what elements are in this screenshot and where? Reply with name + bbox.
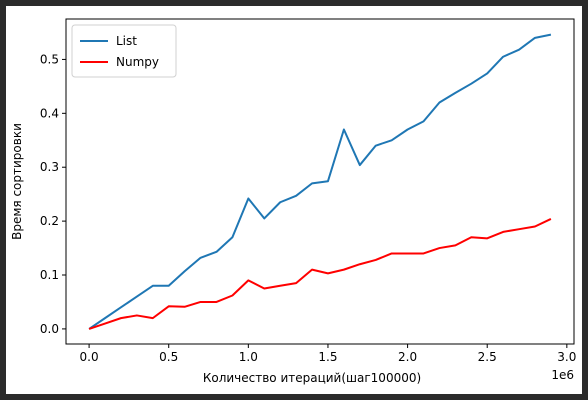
x-tick-label: 1.0 <box>239 350 258 364</box>
y-tick-label: 0.3 <box>40 160 59 174</box>
legend: List Numpy <box>71 24 177 78</box>
y-axis: 0.0 0.1 0.2 0.3 0.4 0.5 <box>40 52 66 336</box>
legend-box <box>71 24 177 78</box>
series-line-list <box>88 33 552 330</box>
x-tick-label: 3.0 <box>557 350 576 364</box>
plot-content <box>88 33 552 330</box>
x-tick-label: 0.5 <box>159 350 178 364</box>
x-tick-label: 2.0 <box>398 350 417 364</box>
y-axis-label: Время сортировки <box>10 123 24 240</box>
x-tick-label: 0.0 <box>80 350 99 364</box>
x-axis-label: Количество итераций(шаг100000) <box>203 371 421 385</box>
line-chart: 0.0 0.5 1.0 1.5 2.0 2.5 3.0 0.0 0.1 0.2 0.3 0.4 0.5… <box>10 18 576 385</box>
x-tick-label: 1.5 <box>318 350 337 364</box>
legend-label-numpy: Numpy <box>116 55 159 69</box>
y-tick-label: 0.2 <box>40 214 59 228</box>
y-tick-label: 0.1 <box>40 268 59 282</box>
legend-label-list: List <box>116 34 137 48</box>
y-tick-label: 0.4 <box>40 106 59 120</box>
figure-canvas: 0.0 0.5 1.0 1.5 2.0 2.5 3.0 0.0 0.1 0.2 0.3 0.4 0.5… <box>6 6 582 394</box>
x-axis-offset-label: 1e6 <box>551 368 574 382</box>
y-tick-label: 0.0 <box>40 322 59 336</box>
x-axis: 0.0 0.5 1.0 1.5 2.0 2.5 3.0 <box>80 344 576 364</box>
axes-frame <box>65 18 575 345</box>
series-line-numpy <box>88 218 552 330</box>
x-tick-label: 2.5 <box>478 350 497 364</box>
y-tick-label: 0.5 <box>40 52 59 66</box>
